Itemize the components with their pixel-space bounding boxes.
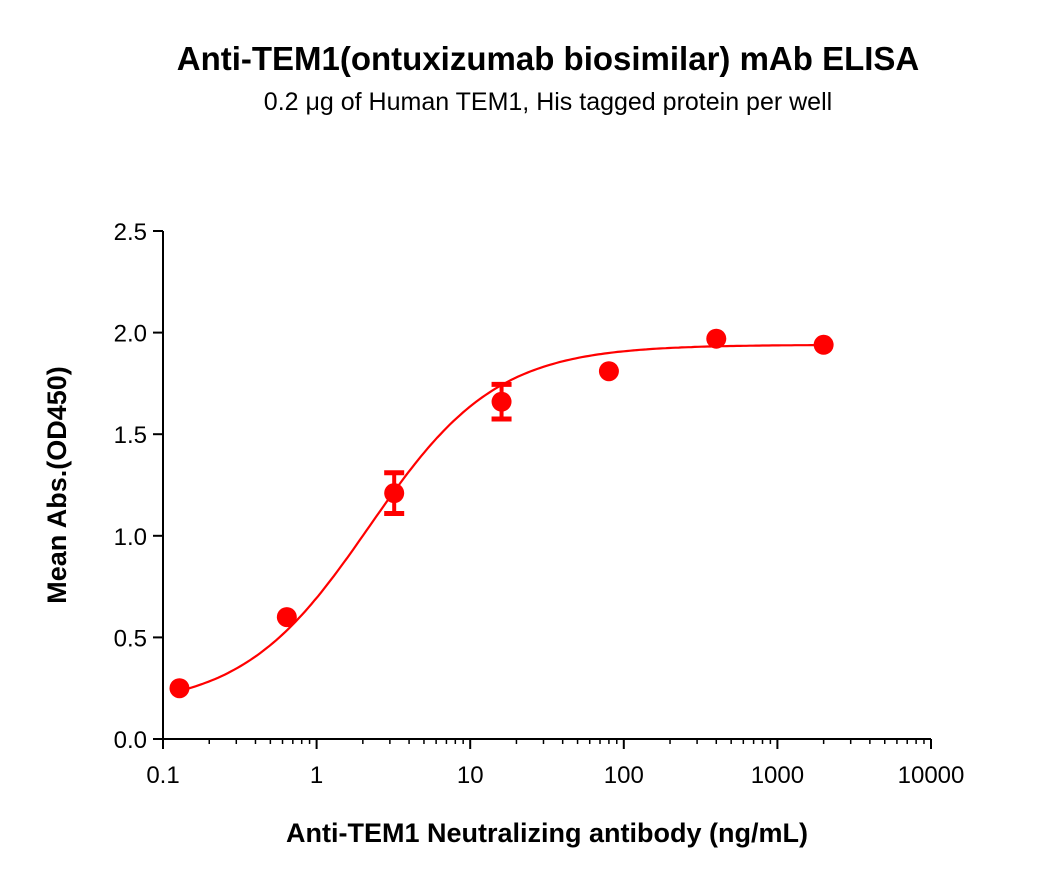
- data-point: [384, 483, 405, 504]
- x-tick-label: 100: [604, 762, 644, 789]
- data-point: [491, 391, 512, 412]
- x-tick-label: 10000: [898, 762, 965, 789]
- chart-subtitle: 0.2 μg of Human TEM1, His tagged protein…: [263, 88, 833, 116]
- y-tick-label: 1.0: [114, 524, 147, 551]
- x-tick-label: 0.1: [146, 762, 179, 789]
- x-tick-label: 1000: [751, 762, 804, 789]
- y-tick-label: 0.5: [114, 625, 147, 652]
- data-point: [813, 334, 834, 355]
- data-point: [706, 328, 727, 349]
- y-tick-label: 2.5: [114, 219, 147, 246]
- x-tick-label: 10: [457, 762, 484, 789]
- data-point: [276, 607, 297, 628]
- data-point: [169, 678, 190, 699]
- x-tick-label: 1: [310, 762, 323, 789]
- data-point: [598, 361, 619, 382]
- y-axis-label: Mean Abs.(OD450): [42, 366, 72, 604]
- chart-title: Anti-TEM1(ontuxizumab biosimilar) mAb EL…: [176, 40, 920, 77]
- y-tick-label: 2.0: [114, 321, 147, 348]
- y-tick-label: 0.0: [114, 727, 147, 754]
- x-axis-label: Anti-TEM1 Neutralizing antibody (ng/mL): [286, 818, 808, 848]
- y-tick-label: 1.5: [114, 422, 147, 449]
